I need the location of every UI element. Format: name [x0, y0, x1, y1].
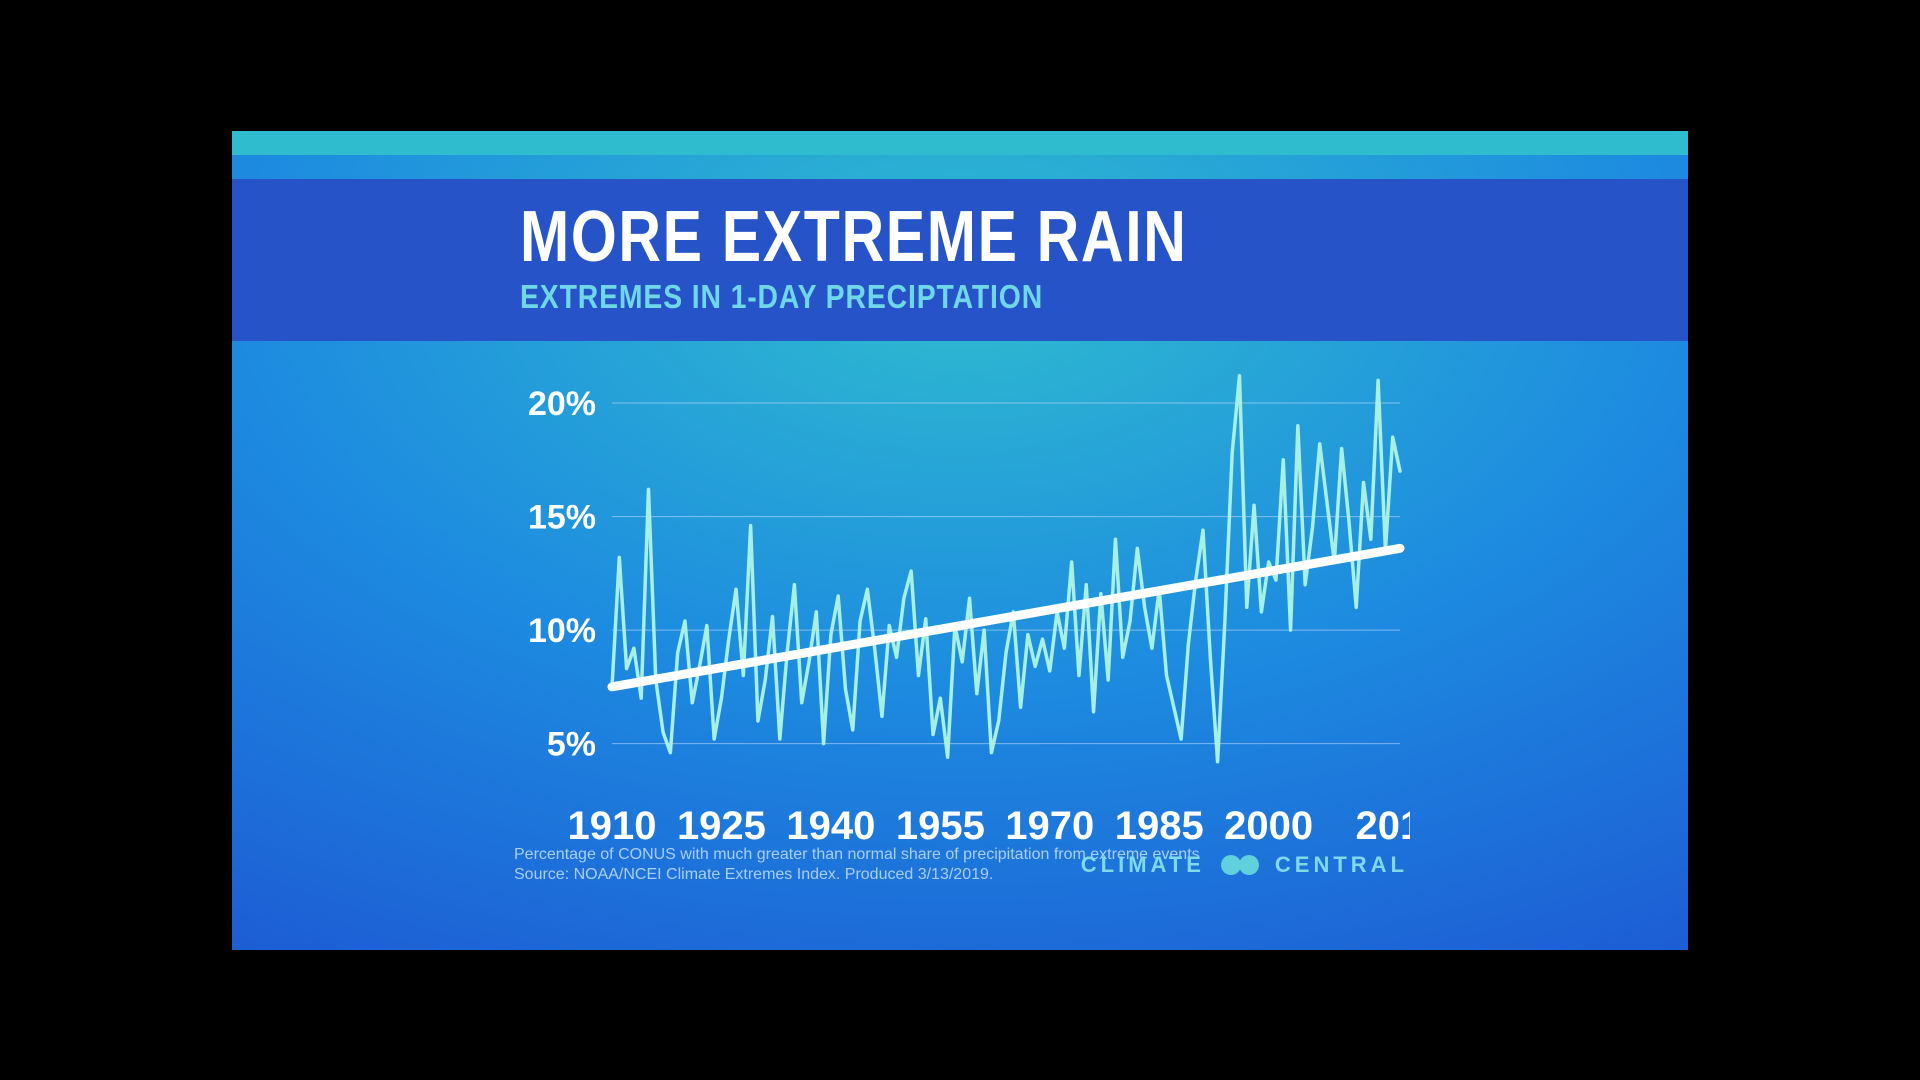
svg-text:1925: 1925: [677, 804, 766, 848]
svg-text:1910: 1910: [568, 804, 657, 848]
svg-text:2018: 2018: [1356, 804, 1410, 848]
svg-text:20%: 20%: [528, 385, 596, 423]
svg-text:10%: 10%: [528, 612, 596, 650]
top-strip: [232, 131, 1688, 155]
svg-text:15%: 15%: [528, 498, 596, 536]
svg-text:1940: 1940: [786, 804, 875, 848]
header-band: MORE EXTREME RAIN EXTREMES IN 1-DAY PREC…: [232, 179, 1688, 341]
brand-right: CENTRAL: [1275, 852, 1408, 878]
brand-left: CLIMATE: [1081, 852, 1205, 878]
page-title: MORE EXTREME RAIN: [520, 203, 1478, 271]
svg-text:5%: 5%: [547, 725, 596, 763]
svg-text:2000: 2000: [1224, 804, 1313, 848]
page-subtitle: EXTREMES IN 1-DAY PRECIPTATION: [520, 278, 1524, 316]
infinity-icon: [1215, 851, 1265, 879]
brand-logo: CLIMATE CENTRAL: [1081, 851, 1408, 879]
line-chart: 5% 10% 15% 20% 1910 1925 1940 1955 1970 1985 2000 2…: [522, 359, 1410, 849]
chart-stage: MORE EXTREME RAIN EXTREMES IN 1-DAY PREC…: [232, 131, 1688, 950]
svg-text:1985: 1985: [1115, 804, 1204, 848]
svg-text:1970: 1970: [1005, 804, 1094, 848]
svg-text:1955: 1955: [896, 804, 985, 848]
